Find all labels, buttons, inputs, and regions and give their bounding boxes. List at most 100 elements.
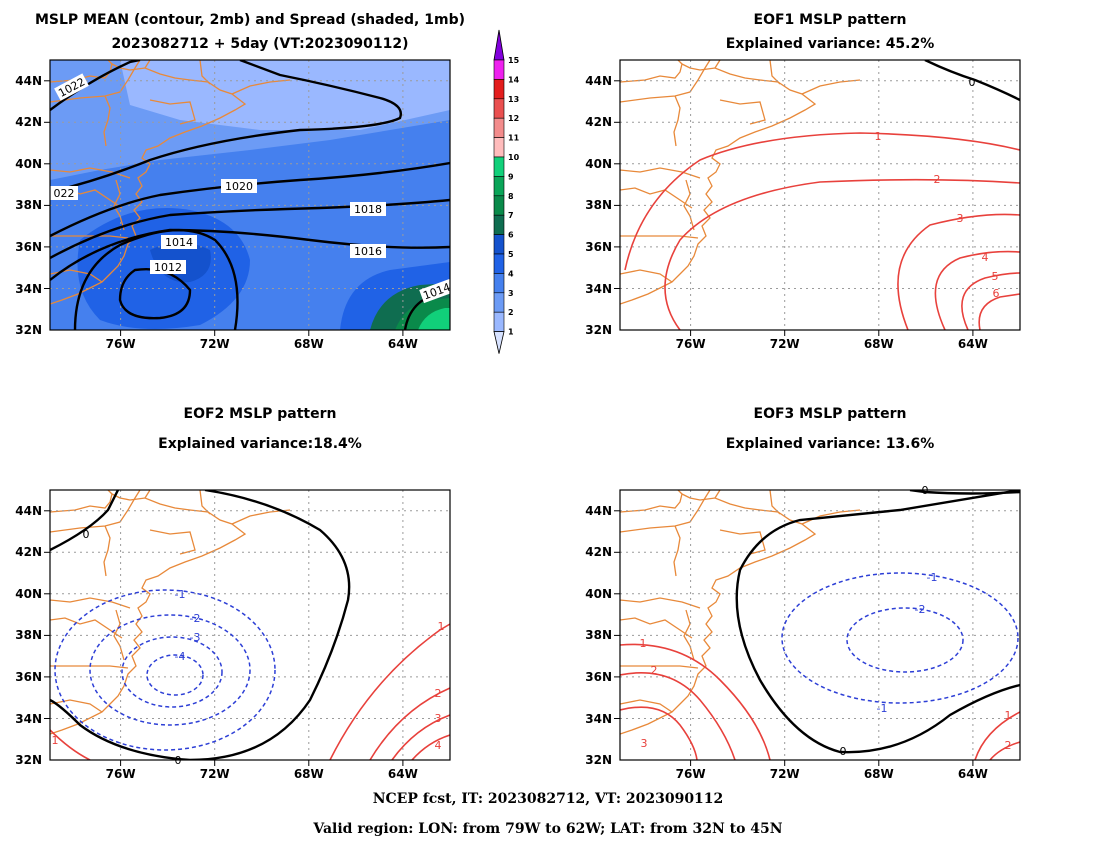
lat-label: 38N — [585, 198, 612, 212]
footer-forecast-info: NCEP fcst, IT: 2023082712, VT: 202309011… — [373, 791, 724, 807]
mean-grid — [50, 60, 450, 330]
contour-label: 1 — [640, 637, 647, 650]
lat-label: 32N — [585, 753, 612, 767]
colorbar-swatch — [493, 292, 505, 313]
colorbar-swatch — [493, 79, 505, 100]
colorbar-label: 14 — [508, 75, 520, 84]
lon-label: 64W — [388, 337, 418, 351]
colorbar-label: 11 — [508, 134, 520, 143]
colorbar-label: 7 — [508, 211, 514, 220]
contour-label: -1 — [175, 588, 186, 601]
lon-label: 68W — [864, 337, 894, 351]
lat-label: 42N — [585, 545, 612, 559]
eof3-lat-labels: 44N 42N 40N 38N 36N 34N 32N — [585, 504, 620, 767]
colorbar-swatch — [493, 98, 505, 119]
colorbar-label: 15 — [508, 56, 520, 65]
eof1-frame — [619, 59, 1021, 331]
eof2-lat-labels: 44N 42N 40N 38N 36N 34N 32N — [15, 504, 50, 767]
colorbar-label: 4 — [508, 269, 514, 278]
eof1-lat-labels: 44N 42N 40N 38N 36N 34N 32N — [585, 74, 620, 337]
lat-label: 32N — [15, 323, 42, 337]
lon-label: 72W — [200, 337, 230, 351]
colorbar-swatch — [493, 59, 505, 80]
contour-label: -1 — [927, 571, 938, 584]
contour-label: -1 — [877, 702, 888, 715]
colorbar-swatch — [493, 234, 505, 255]
contour-label: 6 — [993, 287, 1000, 300]
lat-label: 36N — [585, 240, 612, 254]
lon-label: 76W — [106, 337, 136, 351]
lon-label: 76W — [106, 767, 136, 781]
panel-mean-subtitle: 2023082712 + 5day (VT:2023090112) — [111, 36, 408, 52]
lat-label: 34N — [15, 282, 42, 296]
contour-label: 4 — [435, 739, 442, 752]
lat-label: 38N — [15, 198, 42, 212]
lon-label: 64W — [958, 767, 988, 781]
lat-label: 42N — [15, 115, 42, 129]
contour-label: 1016 — [354, 245, 382, 258]
colorbar-swatch — [493, 214, 505, 235]
panel-eof2: EOF2 MSLP pattern Explained variance:18.… — [15, 406, 451, 781]
colorbar-swatch — [493, 253, 505, 274]
lat-label: 40N — [15, 587, 42, 601]
contour-label: -2 — [915, 603, 926, 616]
panel-eof2-title: EOF2 MSLP pattern — [184, 406, 337, 422]
colorbar-swatch — [493, 156, 505, 177]
contour-label: 1 — [875, 130, 882, 143]
spread-shading — [50, 60, 450, 330]
lat-label: 36N — [15, 670, 42, 684]
lon-label: 72W — [770, 767, 800, 781]
eof3-grid — [620, 490, 1020, 760]
lat-label: 44N — [585, 74, 612, 88]
lat-label: 42N — [15, 545, 42, 559]
lat-label: 38N — [585, 628, 612, 642]
contour-label: 1018 — [354, 203, 382, 216]
contour-label: 2 — [435, 687, 442, 700]
colorbar-label: 10 — [508, 153, 520, 162]
panel-mean: MSLP MEAN (contour, 2mb) and Spread (sha… — [15, 12, 465, 351]
colorbar-label: 6 — [508, 231, 514, 240]
lon-label: 68W — [294, 337, 324, 351]
lat-label: 44N — [15, 74, 42, 88]
contour-label: 2 — [651, 664, 658, 677]
lat-label: 36N — [15, 240, 42, 254]
contour-label: 1 — [1005, 709, 1012, 722]
lat-label: 32N — [585, 323, 612, 337]
contour-label: 3 — [435, 712, 442, 725]
colorbar-swatch — [493, 176, 505, 197]
colorbar-swatch — [493, 137, 505, 158]
colorbar-label: 5 — [508, 250, 514, 259]
contour-label: 3 — [641, 737, 648, 750]
colorbar-swatch — [493, 311, 505, 332]
eof1-lon-labels: 76W 72W 68W 64W — [676, 330, 988, 351]
colorbar-label: 13 — [508, 95, 519, 104]
contour-label: 2 — [934, 173, 941, 186]
eof2-contours — [50, 490, 450, 760]
contour-label: -2 — [190, 612, 201, 625]
eof1-contour-labels: 0 1 2 3 4 5 6 — [875, 76, 1000, 300]
contour-label: -4 — [175, 650, 186, 663]
eof3-frame — [619, 489, 1021, 761]
panel-eof3-subtitle: Explained variance: 13.6% — [726, 436, 935, 452]
contour-label: 1 — [438, 620, 445, 633]
lon-label: 64W — [958, 337, 988, 351]
eof1-contours — [624, 60, 1020, 330]
lon-label: 68W — [294, 767, 324, 781]
panel-eof3: EOF3 MSLP pattern Explained variance: 13… — [585, 406, 1021, 781]
colorbar-label: 3 — [508, 289, 514, 298]
lon-label: 76W — [676, 337, 706, 351]
colorbar-swatch — [493, 273, 505, 294]
lat-label: 38N — [15, 628, 42, 642]
footer-valid-region: Valid region: LON: from 79W to 62W; LAT:… — [312, 821, 782, 837]
contour-label: 1020 — [225, 180, 253, 193]
colorbar-max-arrow — [493, 29, 505, 61]
mean-lon-labels: 76W 72W 68W 64W — [106, 330, 418, 351]
panel-eof2-subtitle: Explained variance:18.4% — [158, 436, 362, 452]
colorbar-label: 9 — [508, 172, 514, 181]
contour-label: 0 — [840, 745, 847, 758]
panel-eof1: EOF1 MSLP pattern Explained variance: 45… — [585, 12, 1021, 351]
panel-eof3-title: EOF3 MSLP pattern — [754, 406, 907, 422]
contour-label: 1012 — [154, 261, 182, 274]
lon-label: 72W — [770, 337, 800, 351]
lat-label: 32N — [15, 753, 42, 767]
